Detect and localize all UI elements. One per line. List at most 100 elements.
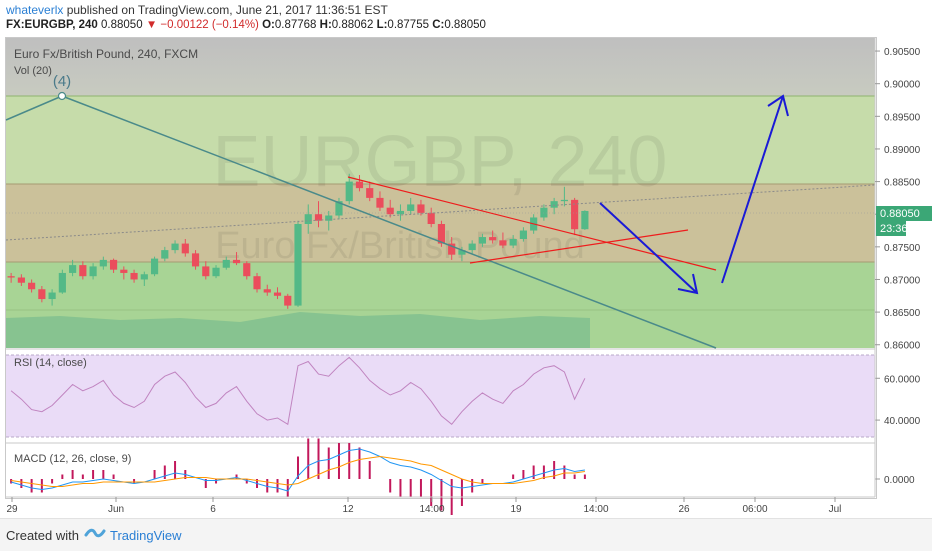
signal-line <box>11 455 585 487</box>
candle-body <box>17 277 25 283</box>
candle-body <box>478 237 487 244</box>
candle <box>38 286 46 303</box>
candle-body <box>284 295 292 306</box>
y-tick-label: 0.87500 <box>884 243 921 254</box>
created-with-text: Created with <box>6 528 79 543</box>
candle <box>448 237 456 260</box>
candle <box>69 259 77 277</box>
macd-label: MACD (12, 26, close, 9) <box>14 453 131 465</box>
candle-body <box>263 289 271 293</box>
x-tick-label: 12 <box>342 504 354 515</box>
candle <box>345 173 353 205</box>
candle-body <box>109 259 118 270</box>
chart-title: Euro Fx/British Pound, 240, FXCM <box>14 47 198 61</box>
candle <box>263 284 271 296</box>
candle-body <box>232 259 241 264</box>
candle-body <box>202 266 210 277</box>
chart-canvas[interactable]: EURGBP, 240 Euro Fx/British Pound (4) Eu… <box>0 0 932 518</box>
y-tick-label: 0.89500 <box>884 112 921 123</box>
candle-body <box>355 181 364 189</box>
wave-trendline <box>5 95 63 121</box>
tradingview-brand[interactable]: TradingView <box>110 528 182 543</box>
dotted-trendline <box>5 184 876 241</box>
candle-body <box>519 230 527 240</box>
y-tick-label: 0.89000 <box>884 145 921 156</box>
candle-body <box>171 243 179 251</box>
candle <box>28 279 36 293</box>
candle-body <box>212 267 220 277</box>
candle-body <box>417 204 425 213</box>
candle <box>140 271 148 286</box>
low-value: 0.87755 <box>387 19 429 31</box>
volume-area <box>6 312 590 348</box>
candle <box>499 232 507 249</box>
macd-series: 0.0000 <box>10 438 915 515</box>
candle-body <box>294 224 302 306</box>
x-tick-label: 06:00 <box>742 504 767 515</box>
candle <box>314 201 323 228</box>
tradingview-logo-icon <box>84 528 106 538</box>
candle <box>58 269 66 294</box>
candle <box>509 235 517 249</box>
candle-body <box>99 259 107 267</box>
candle <box>150 256 159 277</box>
candle <box>99 256 107 270</box>
candle <box>212 265 220 279</box>
candle <box>560 186 568 207</box>
x-tick-label: Jul <box>829 504 842 515</box>
y-tick-label: 0.90500 <box>884 47 921 58</box>
x-tick-label: 6 <box>210 504 216 515</box>
candle-body <box>386 207 394 215</box>
candle-body <box>560 199 568 202</box>
candle <box>79 261 87 280</box>
projection-up-arrow <box>721 94 789 284</box>
x-tick-label: 14:00 <box>583 504 608 515</box>
candle-body <box>499 240 507 246</box>
candle <box>489 230 497 244</box>
x-tick-label: 26 <box>678 504 690 515</box>
open-value: 0.87768 <box>274 19 317 31</box>
candle-body <box>89 266 97 277</box>
symbol-quote-line: FX:EURGBP, 240 0.88050 ▼ −0.00122 (−0.14… <box>6 19 486 31</box>
candle-body <box>407 204 415 211</box>
candle <box>478 233 487 247</box>
candle <box>181 239 189 257</box>
candle <box>120 266 128 280</box>
candle-body <box>273 292 282 296</box>
x-tick-label: Jun <box>108 504 124 515</box>
candle <box>519 227 527 242</box>
fib-zone-upper <box>6 96 875 184</box>
candle-body <box>550 201 558 208</box>
projection-down-arrow <box>599 202 699 295</box>
published-text: published on TradingView.com, June 21, 2… <box>66 3 388 17</box>
candle-body <box>79 265 87 277</box>
candle-body <box>243 263 251 277</box>
candle-body <box>396 210 405 215</box>
close-label: C: <box>432 19 445 31</box>
candle <box>335 197 343 220</box>
candle-body <box>437 224 446 244</box>
candle-body <box>7 276 15 278</box>
red-wedge-lower <box>469 229 689 264</box>
candle <box>17 274 25 286</box>
candle <box>171 240 179 254</box>
candle-body <box>253 276 261 290</box>
symbol-label: FX:EURGBP, 240 <box>6 19 98 31</box>
candle-body <box>191 253 200 267</box>
candle <box>304 204 312 234</box>
high-value: 0.88062 <box>331 19 374 31</box>
candle-body <box>304 214 312 224</box>
rsi-band <box>6 355 875 437</box>
username-link[interactable]: whateverlx <box>6 3 64 17</box>
candle-body <box>48 292 56 300</box>
candle-body <box>468 243 476 251</box>
candle-body <box>427 212 435 224</box>
candle <box>253 272 261 293</box>
y-tick-label: 0.90000 <box>884 80 921 91</box>
fib-zone-lower <box>6 262 875 348</box>
x-tick-label: 29 <box>6 504 18 515</box>
volume-label: Vol (20) <box>14 65 52 77</box>
candle <box>458 246 466 262</box>
candle <box>407 197 415 215</box>
candle <box>130 269 138 283</box>
